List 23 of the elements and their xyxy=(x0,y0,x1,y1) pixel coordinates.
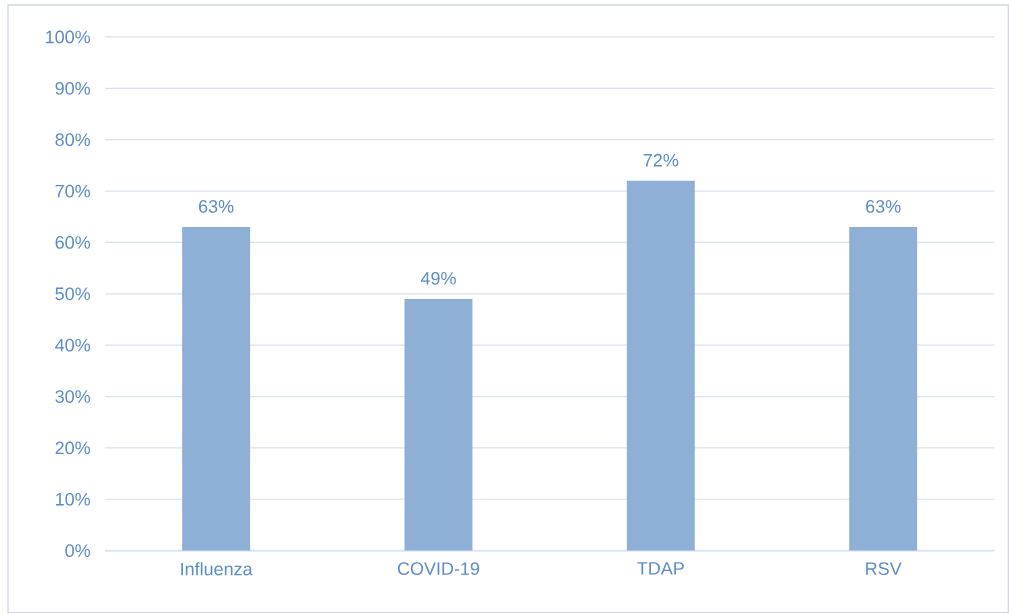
x-tick-label: COVID-19 xyxy=(397,562,480,575)
bar xyxy=(404,298,473,551)
y-tick-label: 100% xyxy=(46,30,91,44)
y-tick-label: 60% xyxy=(55,235,91,249)
y-tick-label: 30% xyxy=(55,390,91,403)
data-label: 72% xyxy=(643,153,679,167)
y-tick-label: 40% xyxy=(55,338,91,352)
data-label: 49% xyxy=(420,271,456,285)
x-tick-label: Influenza xyxy=(181,562,253,576)
data-label: 63% xyxy=(199,199,234,213)
x-tick-label: TDAP xyxy=(637,562,684,575)
x-tick-label: RSV xyxy=(866,562,902,575)
y-tick-label: 90% xyxy=(55,81,91,95)
data-label: 63% xyxy=(866,199,901,213)
y-tick-label: 10% xyxy=(56,492,91,506)
y-tick-label: 20% xyxy=(55,441,91,455)
y-tick-label: 0% xyxy=(65,544,91,557)
y-tick-label: 80% xyxy=(55,133,91,146)
y-tick-label: 70% xyxy=(55,184,91,198)
bar xyxy=(626,180,695,551)
y-tick-label: 50% xyxy=(55,287,91,301)
bar xyxy=(849,226,918,551)
bar xyxy=(182,226,251,551)
